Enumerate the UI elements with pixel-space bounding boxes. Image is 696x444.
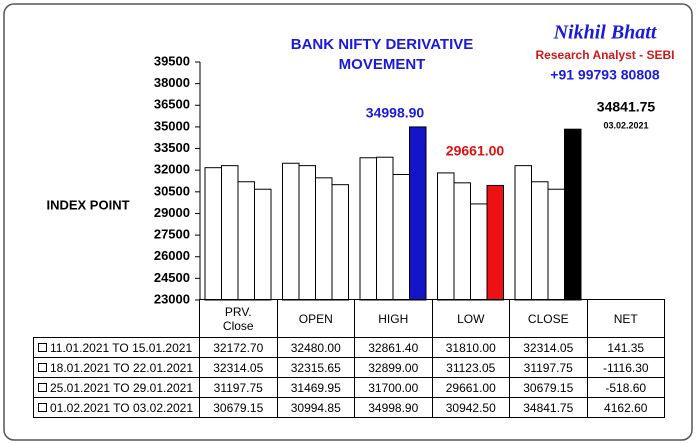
bar — [531, 181, 549, 301]
y-tick-label: 39500 — [154, 53, 190, 68]
y-axis-label: INDEX POINT — [46, 197, 129, 212]
y-tick-label: 27500 — [154, 227, 190, 242]
brand-phone: +91 99793 80808 — [550, 67, 660, 83]
row-label: 01.02.2021 TO 03.02.2021 — [33, 397, 200, 418]
table-cell: 31197.75 — [199, 377, 278, 398]
row-icon — [38, 343, 47, 352]
table-cell: 29661.00 — [431, 377, 510, 398]
table-cell: -518.60 — [586, 377, 665, 398]
bar — [376, 156, 394, 301]
y-tick-label: 33500 — [154, 140, 190, 155]
bar — [437, 172, 455, 301]
y-tick-label: 35000 — [154, 118, 190, 133]
table-cell: -1116.30 — [586, 357, 665, 378]
table-cell: 32314.05 — [509, 337, 588, 358]
table-cell: 31469.95 — [276, 377, 355, 398]
bar — [237, 181, 255, 301]
bar — [315, 177, 333, 301]
row-text: 01.02.2021 TO 03.02.2021 — [50, 400, 194, 415]
bar — [204, 167, 222, 301]
column-header: HIGH — [354, 299, 433, 338]
column-header: OPEN — [276, 299, 355, 338]
column-header: PRV. Close — [199, 299, 278, 338]
table-cell: 141.35 — [586, 337, 665, 358]
y-tick-label: 38000 — [154, 75, 190, 90]
bar — [514, 165, 532, 301]
bar — [282, 162, 300, 301]
bar — [359, 157, 377, 301]
row-icon — [38, 383, 47, 392]
table-cell: 30994.85 — [276, 397, 355, 418]
table-cell: 32899.00 — [354, 357, 433, 378]
table-cell: 32172.70 — [199, 337, 278, 358]
row-label: 18.01.2021 TO 22.01.2021 — [33, 357, 200, 378]
table-cell: 30679.15 — [199, 397, 278, 418]
bar — [486, 184, 504, 301]
frame — [3, 3, 693, 441]
bar — [453, 182, 471, 301]
table-cell: 34998.90 — [354, 397, 433, 418]
table-cell: 31810.00 — [431, 337, 510, 358]
y-tick-label: 29000 — [154, 205, 190, 220]
y-tick-label: 32000 — [154, 162, 190, 177]
brand-name: Nikhil Bhatt — [553, 22, 658, 44]
annotation: 34998.90 — [366, 105, 425, 121]
row-text: 25.01.2021 TO 29.01.2021 — [50, 380, 194, 395]
annotation: 34841.75 — [597, 99, 656, 115]
table-cell: 31123.05 — [431, 357, 510, 378]
table-cell: 31700.00 — [354, 377, 433, 398]
bar — [221, 165, 239, 301]
row-text: 11.01.2021 TO 15.01.2021 — [50, 340, 193, 355]
y-tick-label: 26000 — [154, 248, 190, 263]
bar — [331, 184, 349, 301]
annotation: 03.02.2021 — [603, 120, 648, 130]
column-header: NET — [586, 299, 665, 338]
bar — [470, 203, 488, 301]
bar — [564, 128, 582, 301]
table-cell: 34841.75 — [509, 397, 588, 418]
table-cell: 32315.65 — [276, 357, 355, 378]
chart-title: MOVEMENT — [339, 56, 426, 73]
table-cell: 30679.15 — [509, 377, 588, 398]
table-cell: 32314.05 — [199, 357, 278, 378]
bar — [409, 126, 427, 301]
table-cell: 31197.75 — [509, 357, 588, 378]
table-cell: 30942.50 — [431, 397, 510, 418]
bar — [547, 188, 565, 301]
row-text: 18.01.2021 TO 22.01.2021 — [50, 360, 194, 375]
row-label: 25.01.2021 TO 29.01.2021 — [33, 377, 200, 398]
y-tick-label: 36500 — [154, 97, 190, 112]
column-header: CLOSE — [509, 299, 588, 338]
brand-role: Research Analyst - SEBI — [536, 48, 675, 62]
row-icon — [38, 363, 47, 372]
table-cell: 32861.40 — [354, 337, 433, 358]
chart-title: BANK NIFTY DERIVATIVE — [291, 36, 474, 53]
bar — [298, 165, 316, 301]
table-cell: 4162.60 — [586, 397, 665, 418]
column-header: LOW — [431, 299, 510, 338]
bar — [254, 188, 272, 301]
row-label: 11.01.2021 TO 15.01.2021 — [33, 337, 200, 358]
y-tick-label: 30500 — [154, 183, 190, 198]
y-tick-label: 24500 — [154, 270, 190, 285]
annotation: 29661.00 — [446, 143, 505, 159]
bar — [392, 174, 410, 301]
table-cell: 32480.00 — [276, 337, 355, 358]
y-tick-label: 23000 — [154, 291, 190, 306]
row-icon — [38, 403, 47, 412]
